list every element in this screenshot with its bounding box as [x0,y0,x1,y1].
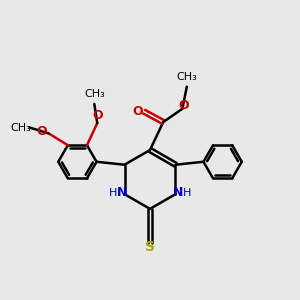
Text: N: N [117,186,127,199]
Text: CH₃: CH₃ [84,89,105,99]
Text: O: O [132,105,143,118]
Text: O: O [178,99,189,112]
Text: CH₃: CH₃ [176,72,197,82]
Text: O: O [36,125,46,139]
Text: S: S [145,240,155,254]
Text: O: O [92,109,103,122]
Text: H: H [182,188,191,198]
Text: N: N [173,186,183,199]
Text: H: H [109,188,118,198]
Text: CH₃: CH₃ [10,122,31,133]
